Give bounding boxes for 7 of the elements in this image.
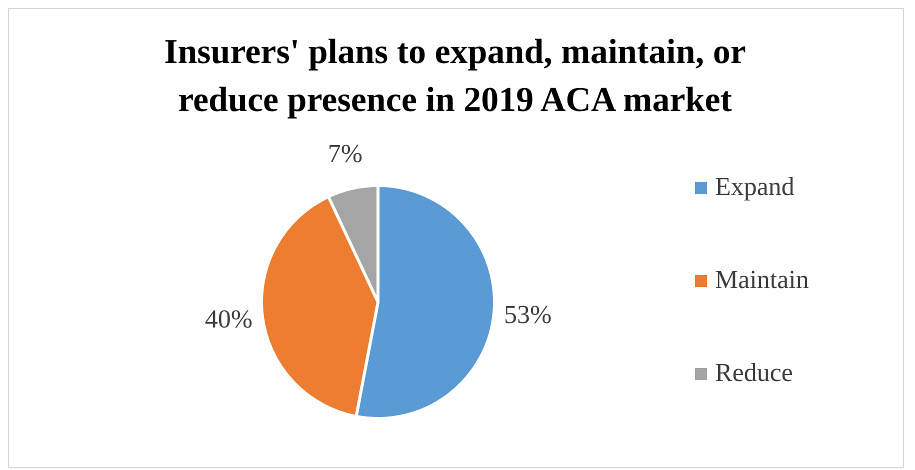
legend-label: Reduce bbox=[715, 358, 793, 387]
data-label: 7% bbox=[328, 138, 363, 168]
data-label: 40% bbox=[204, 304, 253, 334]
legend-label: Expand bbox=[715, 172, 794, 201]
legend-label: Maintain bbox=[715, 264, 809, 294]
chart-title: Insurers' plans to expand, maintain, or reduce presence in 2019 ACA market bbox=[163, 31, 747, 121]
data-label: 53% bbox=[504, 300, 552, 329]
